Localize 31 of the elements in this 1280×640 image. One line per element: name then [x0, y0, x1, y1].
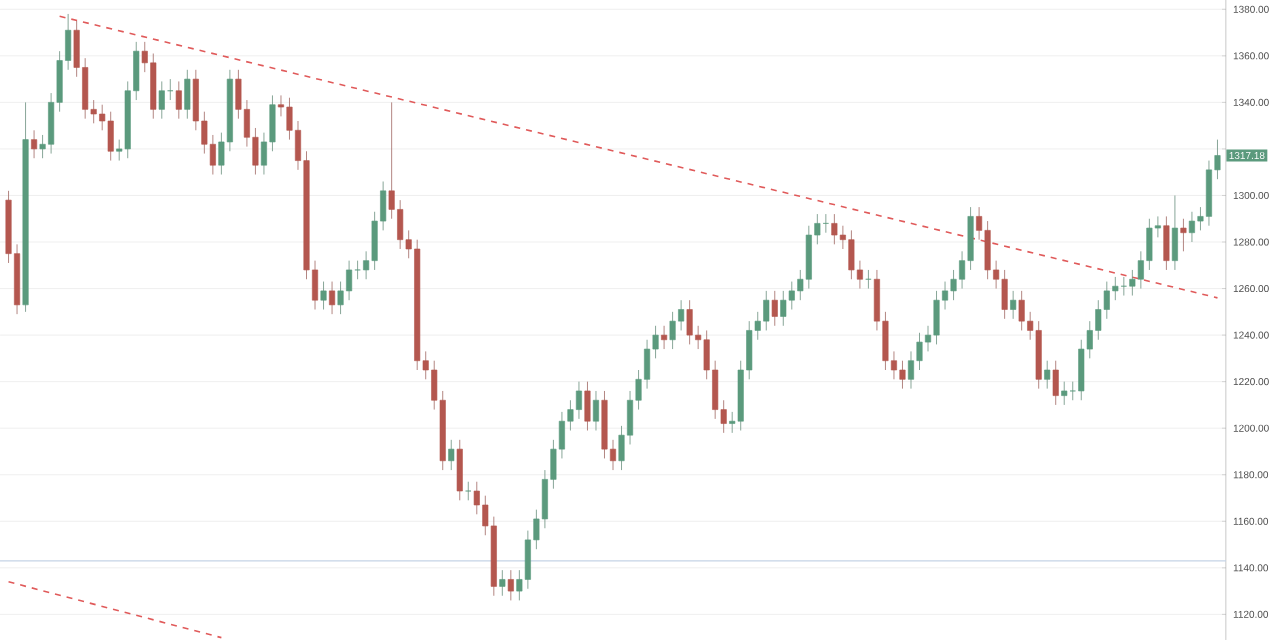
candlestick [584, 381, 591, 431]
candlestick [448, 439, 455, 471]
candlestick [320, 281, 327, 310]
candlestick [31, 129, 38, 159]
candlestick [771, 290, 778, 327]
candlestick [107, 111, 114, 161]
candlestick [175, 81, 182, 120]
candlestick [661, 325, 668, 350]
candlestick [158, 81, 165, 120]
candlestick [1171, 195, 1178, 271]
candlestick [329, 281, 336, 315]
candlestick [899, 360, 906, 390]
candlestick [1001, 269, 1008, 320]
candlestick [456, 439, 463, 501]
candlestick [831, 213, 838, 245]
candlestick [1061, 381, 1068, 406]
candlestick [507, 569, 514, 601]
candlestick [1163, 216, 1170, 271]
candlestick [575, 381, 582, 420]
candlestick [780, 290, 787, 327]
candlestick [1010, 290, 1017, 320]
candlestick [848, 229, 855, 280]
candlestick [1180, 218, 1187, 252]
candlestick [465, 481, 472, 501]
candlestick [592, 390, 600, 431]
candlestick [933, 290, 940, 345]
candlestick [669, 311, 676, 350]
candlestick [1052, 360, 1059, 406]
candlestick [184, 69, 191, 120]
candlestick [499, 569, 506, 597]
candlestick [1044, 360, 1051, 390]
